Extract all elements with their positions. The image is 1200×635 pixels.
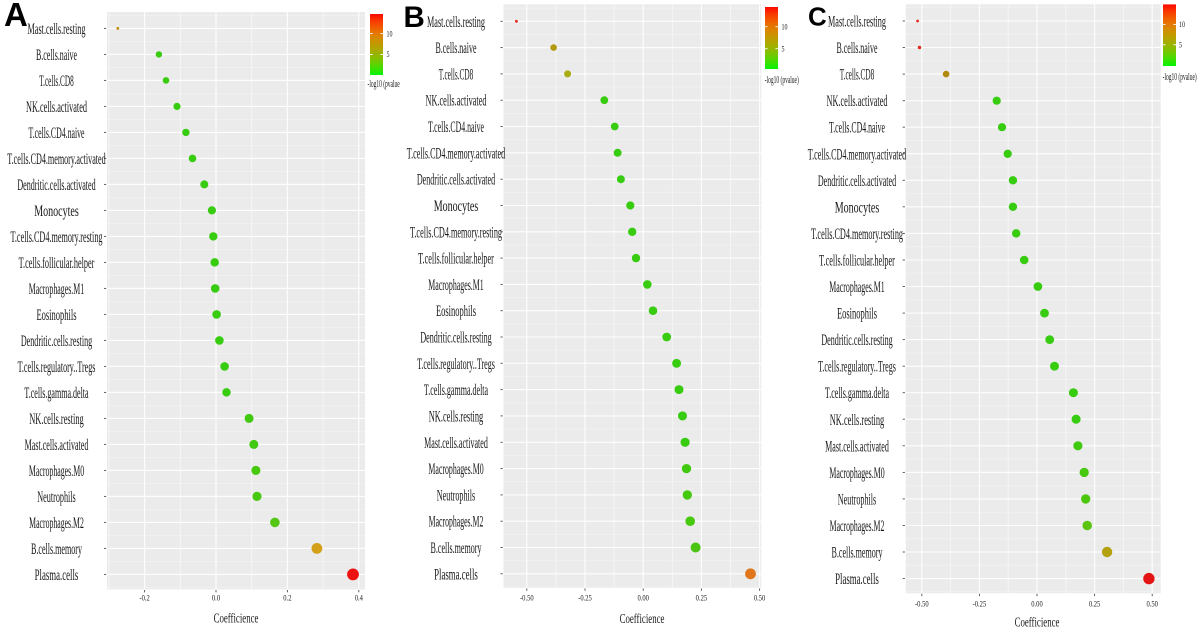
svg-text:Macrophages.M1: Macrophages.M1 [428,277,483,294]
svg-text:5: 5 [387,50,390,59]
svg-text:0.2: 0.2 [283,593,291,603]
svg-text:B.cells.naive: B.cells.naive [837,40,878,57]
svg-text:0.50: 0.50 [754,593,766,603]
svg-text:-log10 (pvalue): -log10 (pvalue) [765,75,799,86]
svg-text:B.cells.naive: B.cells.naive [436,40,477,57]
svg-text:Plasma.cells: Plasma.cells [434,566,478,583]
svg-text:Macrophages.M0: Macrophages.M0 [829,465,884,482]
svg-text:Mast.cells.resting: Mast.cells.resting [828,14,886,31]
svg-text:T.cells.CD4.naive: T.cells.CD4.naive [29,125,85,142]
svg-text:B.cells.naive: B.cells.naive [36,47,77,64]
svg-text:-log10 (pvalue): -log10 (pvalue) [367,78,401,89]
svg-text:NK.cells.activated: NK.cells.activated [26,99,87,116]
svg-text:T.cells.follicular.helper: T.cells.follicular.helper [19,255,95,272]
svg-text:T.cells.CD8: T.cells.CD8 [439,66,474,83]
svg-text:-0.25: -0.25 [578,593,592,603]
svg-text:Macrophages.M2: Macrophages.M2 [429,514,484,531]
svg-text:-log10 (pvalue): -log10 (pvalue) [1163,71,1197,82]
svg-text:NK.cells.activated: NK.cells.activated [426,93,487,110]
svg-text:Monocytes: Monocytes [434,198,479,215]
svg-text:T.cells.CD8: T.cells.CD8 [39,73,74,90]
svg-text:B.cells.memory: B.cells.memory [431,540,482,557]
svg-text:5: 5 [782,45,785,54]
svg-text:T.cells.CD4.memory.activated: T.cells.CD4.memory.activated [7,151,105,168]
svg-text:NK.cells.resting: NK.cells.resting [29,411,84,428]
svg-text:NK.cells.resting: NK.cells.resting [830,412,885,429]
svg-text:T.cells.CD4.memory.activated: T.cells.CD4.memory.activated [808,146,906,163]
svg-text:NK.cells.activated: NK.cells.activated [827,93,888,110]
svg-text:T.cells.CD8: T.cells.CD8 [840,67,875,84]
svg-text:Neutrophils: Neutrophils [37,489,75,506]
svg-text:Eosinophils: Eosinophils [837,306,877,323]
svg-text:Mast.cells.resting: Mast.cells.resting [28,21,86,38]
svg-text:B: B [404,1,425,34]
svg-text:T.cells.CD4.naive: T.cells.CD4.naive [428,119,484,136]
svg-text:10: 10 [1179,20,1185,29]
svg-text:Coefficience: Coefficience [620,611,665,627]
svg-text:Dendritic.cells.activated: Dendritic.cells.activated [818,173,896,190]
svg-text:0.4: 0.4 [355,593,363,603]
svg-text:0.25: 0.25 [1089,599,1101,609]
svg-text:T.cells.regulatory..Tregs: T.cells.regulatory..Tregs [18,359,96,376]
svg-text:Macrophages.M2: Macrophages.M2 [29,515,84,532]
svg-text:Eosinophils: Eosinophils [436,303,476,320]
svg-text:Macrophages.M0: Macrophages.M0 [29,463,84,480]
svg-text:Dendritic.cells.activated: Dendritic.cells.activated [17,177,95,194]
svg-text:T.cells.CD4.memory.activated: T.cells.CD4.memory.activated [407,145,505,162]
svg-text:Monocytes: Monocytes [34,203,79,220]
svg-text:Plasma.cells: Plasma.cells [835,571,879,588]
svg-text:NK.cells.resting: NK.cells.resting [429,409,484,426]
svg-text:Dendritic.cells.resting: Dendritic.cells.resting [21,333,92,350]
svg-text:B.cells.memory: B.cells.memory [832,545,883,562]
svg-text:Eosinophils: Eosinophils [36,307,76,324]
svg-text:Macrophages.M2: Macrophages.M2 [830,518,885,535]
svg-text:Monocytes: Monocytes [835,199,880,216]
svg-text:Macrophages.M0: Macrophages.M0 [428,461,483,478]
svg-text:Dendritic.cells.activated: Dendritic.cells.activated [417,172,495,189]
svg-text:Dendritic.cells.resting: Dendritic.cells.resting [420,330,491,347]
svg-text:Neutrophils: Neutrophils [838,491,876,508]
svg-text:Plasma.cells: Plasma.cells [35,567,79,584]
svg-text:T.cells.gamma.delta: T.cells.gamma.delta [24,385,88,402]
svg-text:T.cells.CD4.naive: T.cells.CD4.naive [829,120,885,137]
svg-text:-0.50: -0.50 [520,593,534,603]
svg-text:C: C [808,1,827,31]
svg-text:Mast.cells.resting: Mast.cells.resting [427,14,485,31]
svg-text:Dendritic.cells.resting: Dendritic.cells.resting [821,332,892,349]
svg-text:5: 5 [1179,41,1182,50]
svg-text:T.cells.gamma.delta: T.cells.gamma.delta [825,385,889,402]
svg-text:Mast.cells.activated: Mast.cells.activated [825,438,889,455]
svg-text:Macrophages.M1: Macrophages.M1 [29,281,84,298]
svg-text:Macrophages.M1: Macrophages.M1 [829,279,884,296]
svg-text:-0.25: -0.25 [973,599,987,609]
svg-text:-0.2: -0.2 [139,593,150,603]
svg-text:10: 10 [782,23,788,32]
svg-text:Coefficience: Coefficience [214,611,259,627]
svg-text:0.25: 0.25 [696,593,708,603]
svg-text:Mast.cells.activated: Mast.cells.activated [25,437,89,454]
svg-text:T.cells.regulatory..Tregs: T.cells.regulatory..Tregs [818,359,896,376]
svg-text:Mast.cells.activated: Mast.cells.activated [424,435,488,452]
svg-text:Neutrophils: Neutrophils [437,487,475,504]
svg-text:-0.50: -0.50 [915,599,929,609]
svg-text:0.00: 0.00 [1031,599,1043,609]
svg-text:Coefficience: Coefficience [1015,615,1060,631]
svg-text:T.cells.CD4.memory.resting: T.cells.CD4.memory.resting [811,226,903,243]
svg-text:T.cells.gamma.delta: T.cells.gamma.delta [424,382,488,399]
svg-text:0.00: 0.00 [637,593,649,603]
svg-text:A: A [4,0,28,33]
svg-text:0.0: 0.0 [212,593,220,603]
svg-text:T.cells.CD4.memory.resting: T.cells.CD4.memory.resting [410,224,502,241]
svg-text:T.cells.CD4.memory.resting: T.cells.CD4.memory.resting [11,229,103,246]
svg-text:10: 10 [387,30,393,39]
svg-text:T.cells.follicular.helper: T.cells.follicular.helper [418,251,494,268]
svg-text:T.cells.follicular.helper: T.cells.follicular.helper [819,253,895,270]
svg-text:0.50: 0.50 [1146,599,1158,609]
svg-text:T.cells.regulatory..Tregs: T.cells.regulatory..Tregs [417,356,495,373]
svg-text:B.cells.memory: B.cells.memory [31,541,82,558]
